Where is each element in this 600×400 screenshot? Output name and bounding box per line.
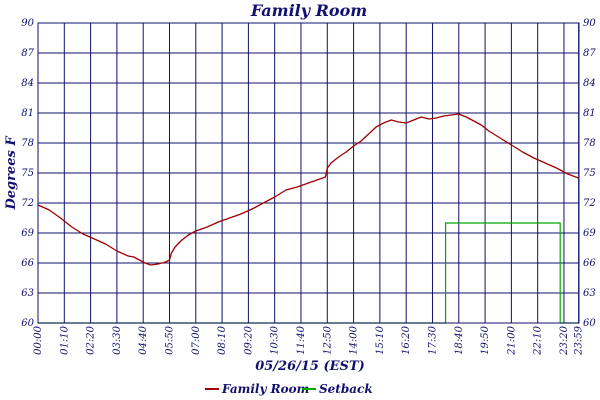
x-tick-label: 00:00 xyxy=(33,325,44,354)
x-tick-label: 21:00 xyxy=(506,325,517,355)
x-axis-label: 05/26/15 (EST) xyxy=(255,359,365,374)
x-tick-label: 22:10 xyxy=(533,325,544,355)
x-tick-label: 15:10 xyxy=(375,325,386,354)
x-tick-label: 03:30 xyxy=(112,325,123,354)
x-tick-label: 02:20 xyxy=(86,325,97,354)
y-tick-label-left: 90 xyxy=(21,18,34,29)
x-tick-label: 17:30 xyxy=(427,325,438,354)
x-tick-label: 10:30 xyxy=(270,325,281,354)
x-tick-label: 04:40 xyxy=(138,325,149,354)
legend-family-room: Family Room xyxy=(205,382,309,396)
y-tick-label-left: 63 xyxy=(21,288,34,299)
y-tick-label-left: 87 xyxy=(21,48,34,59)
y-tick-label-right: 78 xyxy=(583,138,596,149)
x-tick-label: 07:00 xyxy=(191,325,202,354)
y-tick-label-left: 81 xyxy=(21,108,34,119)
y-tick-label-right: 66 xyxy=(583,258,596,269)
y-tick-label-right: 69 xyxy=(583,228,596,239)
y-axis-right: 60 63 66 69 72 75 78 81 84 87 90 xyxy=(583,18,596,329)
x-tick-label: 23:20 xyxy=(559,325,570,355)
y-tick-label-left: 84 xyxy=(21,78,34,89)
chart-title: Family Room xyxy=(250,1,367,20)
x-tick-label: 11:40 xyxy=(296,325,307,354)
x-tick-label: 16:20 xyxy=(401,325,412,354)
x-tick-label: 09:20 xyxy=(243,325,254,354)
y-tick-label-left: 72 xyxy=(21,198,34,209)
x-tick-label: 18:40 xyxy=(454,325,465,354)
x-tick-label: 05:50 xyxy=(164,325,175,354)
y-tick-label-left: 78 xyxy=(21,138,34,149)
legend-setback: Setback xyxy=(302,382,373,396)
y-tick-label-right: 90 xyxy=(583,18,596,29)
plot-frame xyxy=(37,22,580,324)
x-tick-label: 08:10 xyxy=(217,325,228,354)
y-tick-label-right: 81 xyxy=(583,108,596,119)
legend-setback-label: Setback xyxy=(319,382,373,396)
y-tick-label-right: 72 xyxy=(583,198,596,209)
y-tick-label-right: 60 xyxy=(583,318,596,329)
x-tick-label: 19:50 xyxy=(480,325,491,354)
y-axis-label: Degrees F xyxy=(4,136,19,211)
y-tick-label-right: 87 xyxy=(583,48,596,59)
y-tick-label-right: 75 xyxy=(583,168,596,179)
series-line-family-room xyxy=(37,113,579,266)
x-tick-label: 23:59 xyxy=(574,325,585,355)
x-tick-label: 14:00 xyxy=(349,325,360,354)
y-tick-label-left: 66 xyxy=(21,258,34,269)
y-tick-label-left: 60 xyxy=(21,318,34,329)
x-tick-label: 01:10 xyxy=(59,325,70,354)
legend-family-room-label: Family Room xyxy=(221,382,309,396)
y-tick-label-left: 69 xyxy=(21,228,34,239)
x-tick-label: 12:50 xyxy=(322,325,333,354)
y-tick-label-right: 84 xyxy=(583,78,596,89)
y-tick-label-right: 63 xyxy=(583,288,596,299)
y-tick-label-left: 75 xyxy=(21,168,34,179)
legend: Family Room Setback xyxy=(205,382,373,396)
x-axis: 00:00 01:10 02:20 03:30 04:40 05:50 07:00 08:10… xyxy=(33,325,585,355)
y-axis-left: 60 63 66 69 72 75 78 81 84 87 90 xyxy=(21,18,34,329)
